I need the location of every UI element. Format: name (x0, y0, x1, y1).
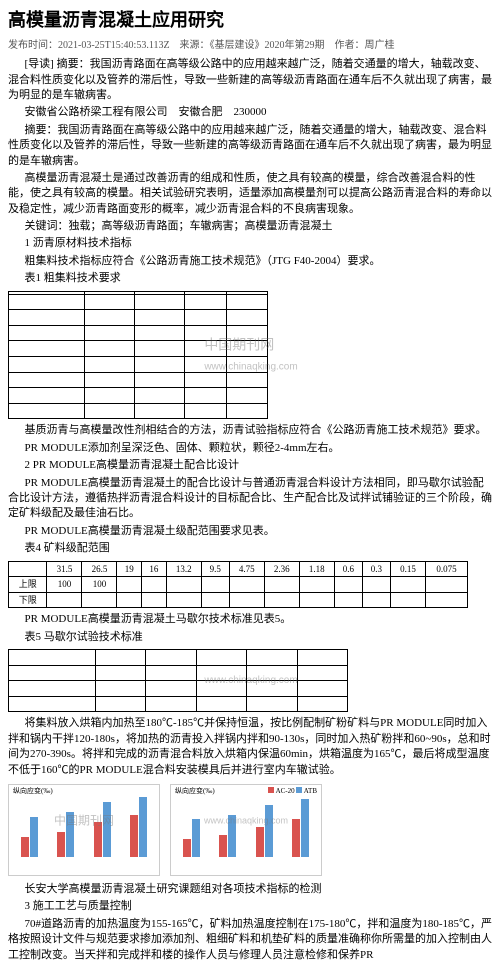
abstract: 摘要：我国沥青路面在高等级公路中的应用越来越广泛，随着交通量的增大，轴载改变、混… (8, 123, 494, 169)
bar-a (219, 835, 227, 857)
watermark-text: www.chinaqking.com (204, 815, 288, 828)
chart-2-title: 纵向应变(‰) (175, 787, 215, 797)
bar-b (265, 805, 273, 857)
bar-b (301, 799, 309, 857)
section-2: 2 PR MODULE高模量沥青混凝土配合比设计 (8, 458, 494, 473)
table1 (8, 291, 268, 420)
table1-caption: 表1 粗集料技术要求 (8, 271, 494, 286)
table5-wrap: www.chinaqking.com (8, 649, 494, 712)
abstract-lead: [导读] 摘要：我国沥青路面在高等级公路中的应用越来越广泛，随着交通量的增大，轴… (8, 57, 494, 103)
bar-b (192, 819, 200, 857)
bar-a (183, 839, 191, 857)
table4-caption: 表4 矿料级配范围 (8, 541, 494, 556)
bar-a (292, 819, 300, 857)
bar-a (57, 832, 65, 857)
table1-wrap: 中国期刊网www.chinaqking.com (8, 291, 494, 420)
bar-a (21, 837, 29, 857)
paragraph: PR MODULE高模量沥青混凝土的配合比设计与普通沥青混合料设计方法相同，即马… (8, 476, 494, 522)
paragraph: 70#道路沥青的加热温度为155-165℃，矿料加热温度控制在175-180℃，… (8, 917, 494, 963)
keywords: 关键词：独载；高等级沥青路面；车辙病害；高模量沥青混凝土 (8, 219, 494, 234)
paragraph: 高模量沥青混凝土是通过改善沥青的组成和性质，使之具有较高的模量，综合改善混合料的… (8, 171, 494, 217)
meta-line: 发布时间：2021-03-25T15:40:53.113Z 来源：《基层建设》2… (8, 39, 494, 53)
paragraph: 基质沥青与高模量改性剂相结合的方法，沥青试验指标应符合《公路沥青施工技术规范》要… (8, 423, 494, 438)
table5 (8, 649, 348, 712)
section-3: 3 施工工艺与质量控制 (8, 899, 494, 914)
paragraph: PR MODULE高模量沥青混凝土马歇尔技术标准见表5。 (8, 612, 494, 627)
table5-caption: 表5 马歇尔试验技术标准 (8, 630, 494, 645)
org-line: 安徽省公路桥梁工程有限公司 安徽合肥 230000 (8, 105, 494, 120)
bar-b (103, 802, 111, 857)
page-title: 高模量沥青混凝土应用研究 (8, 8, 494, 33)
chart-1: 纵向应变(‰) 中国期刊网 (8, 784, 160, 876)
chart-legend: AC-20 ATB (268, 787, 317, 797)
chart-1-title: 纵向应变(‰) (13, 787, 53, 797)
bar-b (30, 817, 38, 857)
paragraph: 粗集料技术指标应符合《公路沥青施工技术规范》（JTG F40-2004）要求。 (8, 254, 494, 269)
chart-2: 纵向应变(‰) AC-20 ATB www.chinaqking.com (170, 784, 322, 876)
bar-a (256, 827, 264, 857)
bar-b (139, 797, 147, 857)
bar-a (130, 815, 138, 857)
paragraph: 将集料放入烘箱内加热至180℃-185℃并保持恒温，按比例配制矿粉矿料与PR M… (8, 716, 494, 778)
paragraph: 长安大学高模量沥青混凝土研究课题组对各项技术指标的检测 (8, 882, 494, 897)
watermark-text: 中国期刊网 (54, 813, 114, 830)
section-1: 1 沥青原材料技术指标 (8, 236, 494, 251)
table4: 31.526.5 191613.2 9.54.752.36 1.180.60.3… (8, 561, 468, 609)
paragraph: PR MODULE添加剂呈深泛色、固体、颗粒状，颗径2-4mm左右。 (8, 441, 494, 456)
paragraph: PR MODULE高模量沥青混凝土级配范围要求见表。 (8, 524, 494, 539)
charts-row: 纵向应变(‰) 中国期刊网 纵向应变(‰) AC-20 ATB www.chin… (8, 784, 494, 876)
